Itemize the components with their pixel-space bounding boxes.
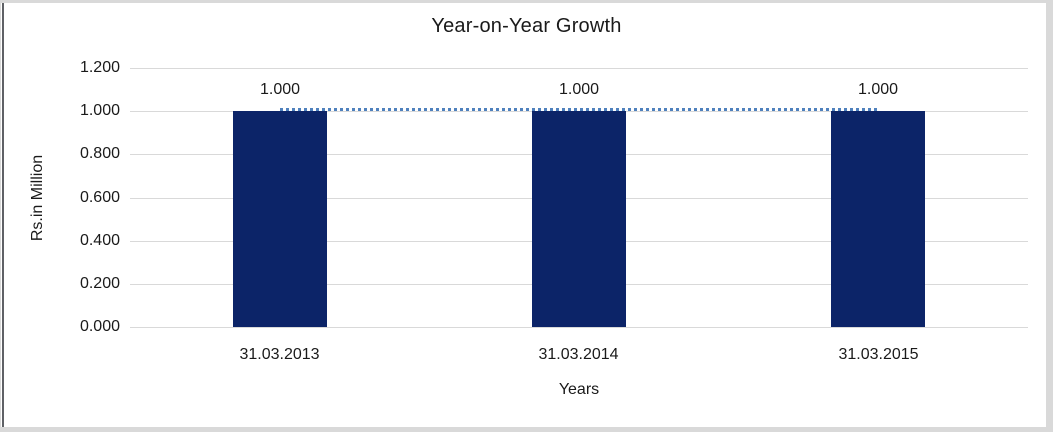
gridline: [130, 327, 1028, 328]
y-tick-label: 1.200: [79, 59, 120, 76]
data-label: 1.000: [558, 81, 600, 98]
y-tick-label: 0.800: [79, 145, 120, 162]
trendline-dotted: [280, 108, 879, 111]
category-label: 31.03.2014: [538, 346, 619, 363]
y-tick-label: 0.600: [79, 189, 120, 206]
data-label: 1.000: [259, 81, 301, 98]
y-tick-label: 1.000: [79, 102, 120, 119]
category-label: 31.03.2015: [838, 346, 919, 363]
bar: [532, 111, 626, 327]
gridline: [130, 68, 1028, 69]
chart-title: Year-on-Year Growth: [431, 15, 622, 37]
y-tick-label: 0.400: [79, 232, 120, 249]
frame-border-top: [0, 0, 1053, 3]
y-tick-label: 0.000: [79, 318, 120, 335]
y-tick-label: 0.200: [79, 275, 120, 292]
frame-border-right: [1046, 0, 1053, 432]
data-label: 1.000: [857, 81, 899, 98]
frame-border-bottom: [0, 427, 1053, 432]
frame-border-left: [0, 0, 1, 432]
bar: [233, 111, 327, 327]
bar: [831, 111, 925, 327]
x-axis-title: Years: [558, 381, 600, 398]
window-edge-line: [2, 3, 4, 427]
category-label: 31.03.2013: [239, 346, 320, 363]
